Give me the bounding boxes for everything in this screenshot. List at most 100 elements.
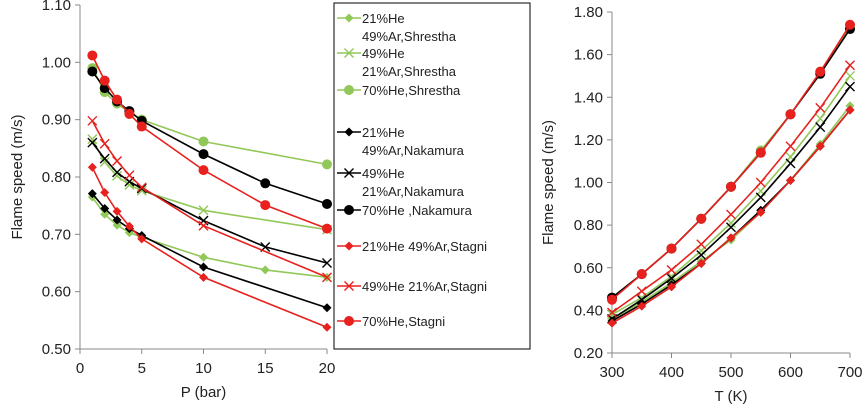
data-point xyxy=(845,105,855,115)
data-point xyxy=(198,165,209,176)
y-tick-label: 1.00 xyxy=(42,54,71,71)
legend-entry-7: 49%He 21%Ar,Stagni xyxy=(337,279,487,294)
data-point xyxy=(666,273,677,284)
data-point xyxy=(124,108,135,119)
legend-marker xyxy=(344,316,354,326)
data-point xyxy=(696,258,706,268)
data-point xyxy=(845,19,855,30)
data-point xyxy=(199,252,208,262)
x-axis-label: P (bar) xyxy=(181,384,227,401)
legend-label: 49%He xyxy=(362,46,405,61)
y-tick-label: 1.80 xyxy=(574,4,603,21)
series-6 xyxy=(607,105,855,328)
series-8 xyxy=(607,19,855,305)
legend-marker xyxy=(344,85,354,95)
legend-entry-5: 70%He ,Nakamura xyxy=(337,203,473,218)
data-point xyxy=(845,60,855,71)
legend-label: 21%He 49%Ar,Stagni xyxy=(362,239,487,254)
series-line xyxy=(611,28,851,299)
data-point xyxy=(100,204,110,214)
data-point xyxy=(726,217,736,228)
data-point xyxy=(322,159,332,170)
legend-label: 21%Ar,Shrestha xyxy=(362,64,457,79)
data-point xyxy=(785,158,796,169)
data-point xyxy=(666,264,677,275)
series-5 xyxy=(607,24,855,303)
data-point xyxy=(198,205,209,216)
x-tick-label: 10 xyxy=(195,360,212,377)
data-point xyxy=(815,113,826,124)
y-tick-label: 0.90 xyxy=(42,112,71,129)
y-axis-label: Flame speed (m/s) xyxy=(540,120,557,245)
series-7 xyxy=(87,115,332,283)
y-tick-label: 1.60 xyxy=(574,47,603,64)
x-tick-label: 0 xyxy=(76,360,84,377)
data-point xyxy=(112,155,123,166)
data-point xyxy=(136,183,147,194)
y-tick-label: 0.60 xyxy=(574,260,603,277)
data-point xyxy=(322,223,332,234)
legend-entry-6: 21%He 49%Ar,Stagni xyxy=(337,239,487,254)
data-point xyxy=(815,66,826,77)
y-tick-label: 1.40 xyxy=(574,89,603,106)
y-axis-label: Flame speed (m/s) xyxy=(9,114,26,239)
data-point xyxy=(696,249,707,260)
data-point xyxy=(607,318,617,328)
series-1 xyxy=(607,70,855,320)
data-point xyxy=(636,269,647,280)
data-point xyxy=(260,200,271,211)
series-line xyxy=(91,142,328,264)
legend-marker xyxy=(344,13,354,23)
legend-marker xyxy=(344,168,354,178)
legend-entry-2: 70%He,Shrestha xyxy=(337,83,461,98)
data-point xyxy=(755,147,766,158)
data-point xyxy=(786,175,795,185)
data-point xyxy=(87,115,98,126)
data-point xyxy=(815,122,826,133)
series-3 xyxy=(87,189,332,313)
data-point xyxy=(124,170,135,181)
legend: 21%He 49%Ar,Shrestha 49%He 21%Ar,Shrestha 70… xyxy=(333,2,531,350)
y-tick-label: 1.00 xyxy=(574,175,603,192)
data-point xyxy=(845,70,855,81)
data-point xyxy=(124,180,135,191)
x-tick-label: 5 xyxy=(138,360,146,377)
y-tick-label: 0.40 xyxy=(574,302,603,319)
series-2 xyxy=(87,63,332,170)
data-point xyxy=(322,322,332,332)
series-5 xyxy=(87,66,332,209)
data-point xyxy=(136,121,147,132)
data-point xyxy=(99,138,110,149)
data-point xyxy=(100,187,110,197)
data-point xyxy=(696,213,707,224)
legend-marker xyxy=(344,127,354,137)
data-point xyxy=(112,167,123,178)
data-point xyxy=(322,258,332,268)
y-tick-label: 1.20 xyxy=(574,132,603,149)
data-point xyxy=(199,262,208,272)
data-point xyxy=(87,162,97,172)
y-tick-label: 0.70 xyxy=(42,226,71,243)
data-point xyxy=(87,189,97,199)
x-tick-label: 20 xyxy=(319,360,336,377)
x-tick-label: 500 xyxy=(718,364,743,381)
legend-marker xyxy=(344,281,354,291)
data-point xyxy=(100,209,110,219)
legend-label: 49%He xyxy=(362,166,405,181)
data-point xyxy=(260,178,271,189)
legend-label: 21%He xyxy=(362,125,405,140)
legend-marker xyxy=(344,241,354,251)
y-tick-label: 0.60 xyxy=(42,284,71,301)
series-4 xyxy=(607,81,855,324)
data-point xyxy=(755,177,766,188)
data-point xyxy=(99,153,110,164)
y-tick-label: 0.80 xyxy=(574,217,603,234)
y-tick-label: 0.50 xyxy=(42,341,71,358)
legend-label: 49%Ar,Shrestha xyxy=(362,29,457,44)
data-point xyxy=(198,220,209,231)
data-point xyxy=(636,294,647,305)
data-point xyxy=(607,307,617,318)
series-1 xyxy=(87,134,332,235)
x-axis-label: T (K) xyxy=(714,388,747,405)
data-point xyxy=(112,220,122,230)
